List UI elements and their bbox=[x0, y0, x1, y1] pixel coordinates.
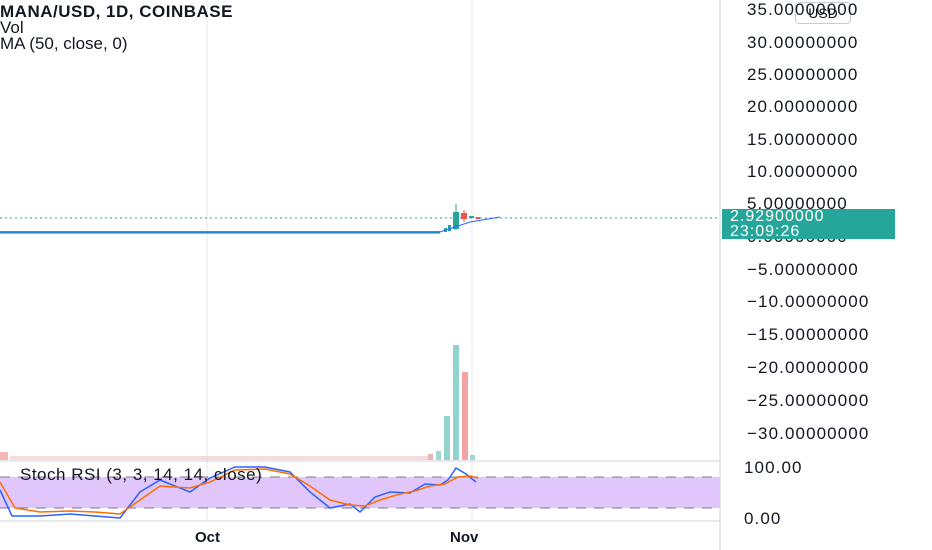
candle bbox=[461, 213, 467, 219]
price-axis-label: 35.00000000 bbox=[747, 0, 859, 19]
current-price-badge: 2.92900000 23:09:26 bbox=[722, 208, 895, 240]
volume-bar bbox=[10, 456, 430, 460]
volume-bars bbox=[0, 345, 475, 460]
volume-bar bbox=[0, 452, 8, 460]
price-axis-label: −5.00000000 bbox=[747, 260, 859, 279]
price-axis-label: 15.00000000 bbox=[747, 130, 859, 149]
price-axis-label: −20.00000000 bbox=[747, 358, 870, 377]
candle bbox=[476, 217, 480, 219]
price-candles-spike bbox=[444, 204, 480, 232]
price-axis-label: −15.00000000 bbox=[747, 325, 870, 344]
price-axis-label: 5.00000000 bbox=[747, 194, 848, 213]
price-axis-label: 10.00000000 bbox=[747, 162, 859, 181]
current-price-value: 2.92900000 bbox=[730, 208, 825, 225]
chart-legend: MANA/USD, 1D, COINBASE Vol MA (50, close… bbox=[0, 2, 233, 53]
date-label-nov: Nov bbox=[450, 529, 479, 546]
symbol-title[interactable]: MANA/USD, 1D, COINBASE bbox=[0, 2, 233, 21]
volume-bar bbox=[462, 372, 468, 460]
price-axis-label: 30.00000000 bbox=[747, 33, 859, 52]
volume-legend[interactable]: Vol bbox=[0, 18, 24, 37]
stoch-axis-label: 100.00 bbox=[744, 458, 803, 477]
price-axis-label: 20.00000000 bbox=[747, 97, 859, 116]
volume-bar bbox=[470, 455, 475, 460]
currency-button[interactable]: USD bbox=[795, 2, 851, 24]
date-label-oct: Oct bbox=[195, 529, 221, 546]
bar-countdown: 23:09:26 bbox=[730, 223, 801, 240]
volume-bar bbox=[444, 416, 450, 460]
stoch-band bbox=[0, 477, 720, 508]
price-axis-label: −10.00000000 bbox=[747, 292, 870, 311]
stoch-d-line bbox=[0, 468, 479, 515]
stoch-axis-label: 0.00 bbox=[744, 509, 782, 528]
volume-bar bbox=[436, 451, 441, 460]
candle bbox=[448, 225, 451, 231]
volume-bar bbox=[453, 345, 459, 460]
ma-line-rising bbox=[439, 216, 501, 233]
price-axis-label: −25.00000000 bbox=[747, 391, 870, 410]
stoch-rsi-legend[interactable]: Stoch RSI (3, 3, 14, 14, close) bbox=[20, 465, 263, 484]
price-axis-label: 25.00000000 bbox=[747, 65, 859, 84]
volume-bar bbox=[428, 454, 433, 460]
price-axis-label: −30.00000000 bbox=[747, 424, 870, 443]
candle bbox=[453, 212, 459, 229]
candle bbox=[469, 216, 474, 218]
ma-legend[interactable]: MA (50, close, 0) bbox=[0, 34, 128, 53]
